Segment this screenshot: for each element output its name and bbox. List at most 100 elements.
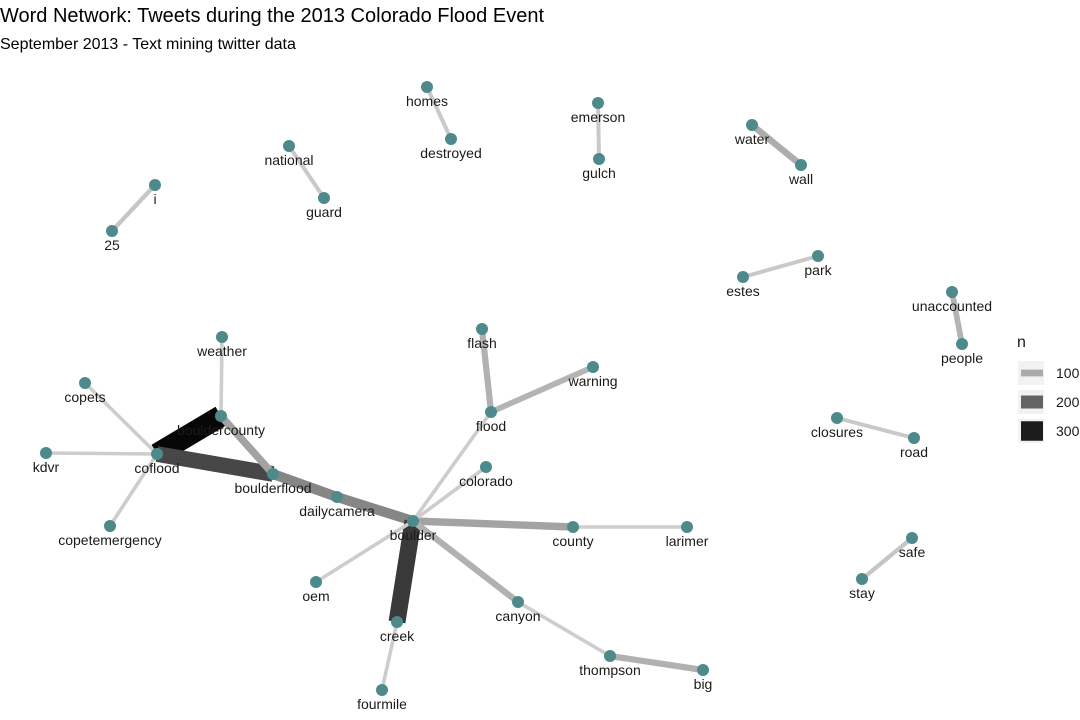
node-label-wall: wall xyxy=(788,171,813,187)
node-label-copets: copets xyxy=(64,389,105,405)
node-larimer xyxy=(681,521,693,533)
legend-title: n xyxy=(1017,334,1026,351)
node-label-colorado: colorado xyxy=(459,473,513,489)
edge-emerson-gulch xyxy=(596,102,601,160)
node-label-emerson: emerson xyxy=(571,109,625,125)
edge-boulder-colorado xyxy=(411,465,488,523)
node-label-larimer: larimer xyxy=(666,533,709,549)
edge-creek-fourmile xyxy=(380,621,399,691)
node-label-i: i xyxy=(153,191,156,207)
node-label-flash: flash xyxy=(467,335,497,351)
node-people xyxy=(956,338,968,350)
node-safe xyxy=(906,532,918,544)
node-weather xyxy=(216,331,228,343)
node-label-creek: creek xyxy=(380,628,415,644)
node-flash xyxy=(476,323,488,335)
node-label-25: 25 xyxy=(104,237,120,253)
node-layer xyxy=(40,81,968,696)
node-estes xyxy=(737,271,749,283)
node-closures xyxy=(831,412,843,424)
node-label-weather: weather xyxy=(196,343,247,359)
node-warning xyxy=(587,361,599,373)
edge-homes-destroyed xyxy=(425,86,453,140)
node-gulch xyxy=(593,153,605,165)
node-national xyxy=(283,140,295,152)
edge-boulder-county xyxy=(412,517,574,531)
edge-coflood-kdvr xyxy=(45,451,158,456)
node-label-people: people xyxy=(941,350,983,366)
edge-thompson-big xyxy=(609,652,704,674)
node-copetemergency xyxy=(104,520,116,532)
node-canyon xyxy=(512,596,524,608)
node-copets xyxy=(79,377,91,389)
edge-coflood-bouldercounty xyxy=(151,406,227,464)
node-label-boulder: boulder xyxy=(390,527,437,543)
node-kdvr xyxy=(40,447,52,459)
node-label-boulderflood: boulderflood xyxy=(234,480,311,496)
edge-estes-park xyxy=(742,254,819,279)
legend-label-0: 100 xyxy=(1056,365,1080,381)
node-boulderflood xyxy=(267,468,279,480)
legend: n 100 200 300 xyxy=(1017,334,1080,443)
chart-subtitle: September 2013 - Text mining twitter dat… xyxy=(0,36,296,53)
node-guard xyxy=(318,192,330,204)
node-boulder xyxy=(407,515,419,527)
edge-coflood-copetemergency xyxy=(108,453,159,527)
node-flood xyxy=(485,406,497,418)
node-dailycamera xyxy=(331,491,343,503)
node-label-canyon: canyon xyxy=(495,608,540,624)
edge-boulder-creek xyxy=(388,519,422,624)
edge-stay-safe xyxy=(860,536,914,581)
legend-label-1: 200 xyxy=(1056,394,1080,410)
edge-weather-bouldercounty xyxy=(219,336,224,417)
node-colorado xyxy=(480,461,492,473)
node-label-oem: oem xyxy=(302,588,329,604)
edge-flood-flash xyxy=(478,328,495,413)
node-label-park: park xyxy=(804,262,832,278)
edge-water-wall xyxy=(749,122,804,168)
node-unaccounted xyxy=(946,286,958,298)
node-water xyxy=(746,119,758,131)
edge-boulder-flood xyxy=(411,410,493,523)
legend-label-2: 300 xyxy=(1056,423,1080,439)
node-label-warning: warning xyxy=(567,373,617,389)
node-label-closures: closures xyxy=(811,424,863,440)
node-label-road: road xyxy=(900,444,928,460)
edge-national-guard xyxy=(287,144,326,200)
node-label-guard: guard xyxy=(306,204,342,220)
edge-boulder-oem xyxy=(315,519,414,584)
node-big xyxy=(697,664,709,676)
node-stay xyxy=(856,573,868,585)
node-label-county: county xyxy=(552,533,593,549)
node-oem xyxy=(310,576,322,588)
node-label-water: water xyxy=(734,131,770,147)
edge-coflood-boulderflood xyxy=(155,446,275,482)
edge-boulderflood-dailycamera xyxy=(271,469,339,502)
node-label-big: big xyxy=(694,676,713,692)
edge-25-i xyxy=(110,183,157,233)
edge-closures-road xyxy=(836,416,915,440)
node-label-coflood: coflood xyxy=(134,460,179,476)
node-label-homes: homes xyxy=(406,93,448,109)
node-homes xyxy=(421,81,433,93)
node-label-national: national xyxy=(264,152,313,168)
edge-layer xyxy=(45,86,965,691)
node-road xyxy=(908,432,920,444)
edge-dailycamera-boulder xyxy=(335,492,415,526)
edge-coflood-copets xyxy=(83,381,159,456)
node-thompson xyxy=(604,650,616,662)
edge-boulder-canyon xyxy=(411,518,520,605)
node-25 xyxy=(106,225,118,237)
node-wall xyxy=(795,159,807,171)
node-emerson xyxy=(592,97,604,109)
edge-flood-warning xyxy=(489,364,595,415)
edge-canyon-thompson xyxy=(517,600,611,658)
node-label-flood: flood xyxy=(476,418,506,434)
node-county xyxy=(567,521,579,533)
node-label-kdvr: kdvr xyxy=(33,459,60,475)
node-label-unaccounted: unaccounted xyxy=(912,298,992,314)
node-label-destroyed: destroyed xyxy=(420,145,481,161)
node-label-stay: stay xyxy=(849,585,875,601)
node-label-gulch: gulch xyxy=(582,165,615,181)
